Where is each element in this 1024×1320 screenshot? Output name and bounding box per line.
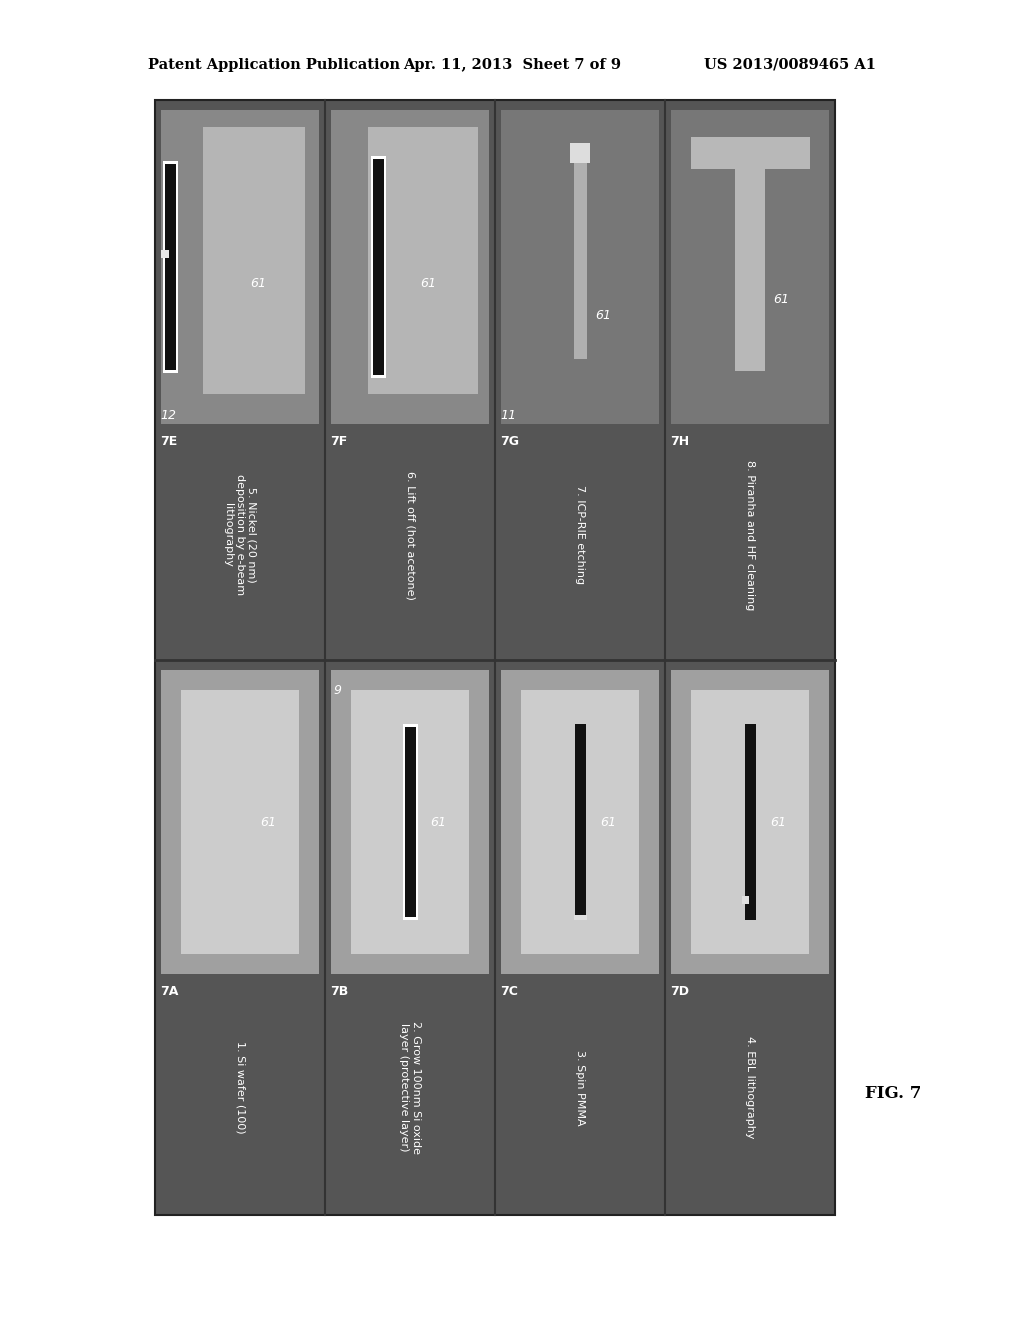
Bar [671,110,829,424]
Text: 61: 61 [250,277,266,290]
Text: 7H: 7H [670,436,689,447]
Text: 11: 11 [500,409,516,422]
Bar [163,161,178,374]
Text: 3. Spin PMMA: 3. Spin PMMA [575,1049,585,1126]
Bar [331,110,489,424]
Text: 9: 9 [333,684,341,697]
Bar [690,136,810,169]
Bar [203,127,304,395]
Text: 7D: 7D [670,985,689,998]
Text: 61: 61 [420,277,436,290]
Text: 7F: 7F [330,436,347,447]
Text: 12: 12 [160,409,176,422]
Bar [691,690,809,954]
Text: 2. Grow 100nm Si oxide
layer (protective layer): 2. Grow 100nm Si oxide layer (protective… [399,1020,421,1154]
Text: 6. Lift off (hot acetone): 6. Lift off (hot acetone) [406,470,415,599]
Text: Apr. 11, 2013  Sheet 7 of 9: Apr. 11, 2013 Sheet 7 of 9 [403,58,621,73]
Text: 1. Si wafer (100): 1. Si wafer (100) [234,1041,245,1134]
Bar [573,164,587,359]
Text: US 2013/0089465 A1: US 2013/0089465 A1 [705,58,876,73]
Text: Patent Application Publication: Patent Application Publication [148,58,400,73]
Text: 61: 61 [773,293,790,306]
Bar [741,896,749,904]
Bar [671,671,829,974]
Text: 61: 61 [595,309,611,322]
Text: 7. ICP-RIE etching: 7. ICP-RIE etching [575,486,585,585]
Bar [521,690,639,954]
Text: 7E: 7E [160,436,177,447]
Bar [574,725,586,920]
Bar [373,160,384,375]
Bar [161,249,169,257]
Bar [351,690,469,954]
Bar [570,143,590,164]
Text: 61: 61 [260,816,276,829]
Bar [734,169,765,371]
Bar [331,671,489,974]
Bar [371,156,386,378]
Bar [161,110,319,424]
Bar [181,690,299,954]
Text: 7B: 7B [330,985,348,998]
Bar [744,725,756,920]
Bar [155,100,835,1214]
Bar [501,671,659,974]
Bar [402,725,418,920]
Bar [573,915,587,920]
Bar [161,671,319,974]
Text: 61: 61 [600,816,616,829]
Text: 61: 61 [770,816,786,829]
Text: 7A: 7A [160,985,178,998]
Bar [501,110,659,424]
Text: 7C: 7C [500,985,518,998]
Text: 61: 61 [430,816,446,829]
Text: 8. Piranha and HF cleaning: 8. Piranha and HF cleaning [745,459,755,610]
Text: 7G: 7G [500,436,519,447]
Text: 5. Nickel (20 nm)
deposition by e-beam
lithography: 5. Nickel (20 nm) deposition by e-beam l… [223,474,257,595]
Bar [404,727,416,917]
Text: FIG. 7: FIG. 7 [865,1085,922,1102]
Text: 4. EBL lithography: 4. EBL lithography [745,1036,755,1139]
Bar [368,127,478,395]
Bar [165,164,176,370]
